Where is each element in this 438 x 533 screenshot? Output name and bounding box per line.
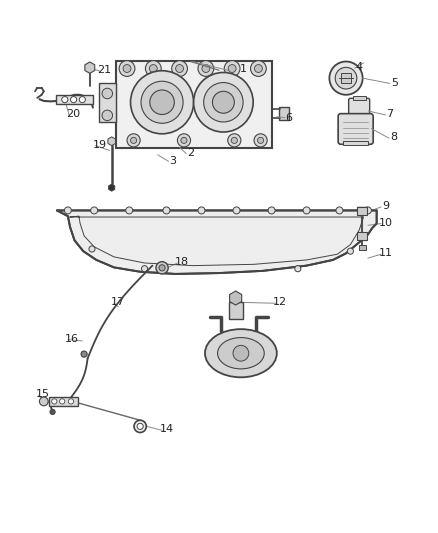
- Bar: [279, 107, 289, 120]
- Circle shape: [89, 246, 95, 252]
- Circle shape: [347, 248, 353, 254]
- Circle shape: [198, 61, 214, 76]
- Circle shape: [127, 134, 140, 147]
- Bar: [343, 141, 368, 145]
- Circle shape: [145, 61, 161, 76]
- Bar: [353, 96, 366, 100]
- Text: 14: 14: [159, 424, 173, 434]
- Text: 5: 5: [391, 77, 398, 87]
- Circle shape: [137, 423, 143, 430]
- Text: 11: 11: [378, 248, 392, 259]
- Bar: [229, 302, 243, 319]
- Text: 4: 4: [356, 62, 363, 72]
- Circle shape: [335, 67, 357, 89]
- Ellipse shape: [205, 329, 277, 377]
- Circle shape: [68, 399, 74, 404]
- Text: 6: 6: [286, 112, 293, 123]
- Bar: [116, 61, 272, 148]
- Circle shape: [64, 207, 71, 214]
- Circle shape: [79, 96, 85, 103]
- Circle shape: [254, 134, 267, 147]
- Bar: [359, 246, 366, 250]
- Circle shape: [202, 64, 210, 72]
- Circle shape: [364, 207, 371, 214]
- Circle shape: [254, 64, 262, 72]
- Circle shape: [134, 420, 146, 432]
- Circle shape: [131, 138, 137, 143]
- Circle shape: [102, 110, 113, 120]
- Text: 8: 8: [390, 132, 397, 142]
- Circle shape: [176, 64, 184, 72]
- Circle shape: [212, 91, 234, 113]
- Circle shape: [60, 399, 65, 404]
- Text: 13: 13: [256, 336, 270, 346]
- Text: 7: 7: [386, 109, 393, 119]
- Circle shape: [131, 71, 194, 134]
- Bar: [357, 207, 367, 215]
- Circle shape: [231, 138, 237, 143]
- Circle shape: [303, 207, 310, 214]
- Circle shape: [228, 64, 236, 72]
- Circle shape: [71, 96, 77, 103]
- Circle shape: [52, 399, 57, 404]
- FancyBboxPatch shape: [338, 114, 373, 144]
- Circle shape: [163, 207, 170, 214]
- Circle shape: [224, 61, 240, 76]
- Text: 16: 16: [65, 334, 79, 344]
- Circle shape: [150, 90, 174, 115]
- Circle shape: [251, 61, 266, 76]
- Circle shape: [81, 351, 87, 357]
- Circle shape: [204, 83, 243, 122]
- Circle shape: [233, 345, 249, 361]
- Text: 1: 1: [240, 64, 247, 75]
- Circle shape: [102, 88, 113, 99]
- Bar: [99, 83, 116, 122]
- Text: 12: 12: [273, 297, 287, 308]
- Circle shape: [228, 134, 241, 147]
- Circle shape: [156, 262, 168, 274]
- Circle shape: [119, 61, 135, 76]
- Text: 18: 18: [175, 257, 189, 267]
- Text: 3: 3: [170, 156, 177, 166]
- Text: 17: 17: [111, 297, 125, 308]
- Bar: [357, 232, 367, 240]
- Circle shape: [177, 134, 191, 147]
- Text: 15: 15: [36, 390, 50, 399]
- Polygon shape: [57, 211, 377, 274]
- Text: 19: 19: [93, 140, 107, 150]
- Bar: [341, 73, 351, 84]
- Circle shape: [62, 96, 68, 103]
- Circle shape: [268, 207, 275, 214]
- Circle shape: [336, 207, 343, 214]
- Circle shape: [91, 207, 98, 214]
- Circle shape: [194, 72, 253, 132]
- Circle shape: [198, 207, 205, 214]
- Circle shape: [141, 81, 183, 123]
- Text: 2: 2: [187, 149, 194, 158]
- Ellipse shape: [218, 337, 264, 369]
- Circle shape: [181, 138, 187, 143]
- Circle shape: [141, 265, 148, 272]
- Text: 9: 9: [382, 201, 389, 211]
- Circle shape: [233, 207, 240, 214]
- Circle shape: [126, 207, 133, 214]
- FancyBboxPatch shape: [349, 98, 370, 115]
- Circle shape: [149, 64, 157, 72]
- Text: 20: 20: [67, 109, 81, 119]
- Text: 21: 21: [97, 65, 111, 75]
- Circle shape: [50, 409, 55, 415]
- Circle shape: [258, 138, 264, 143]
- Circle shape: [295, 265, 301, 272]
- Circle shape: [329, 61, 363, 95]
- Circle shape: [39, 397, 48, 406]
- Bar: [56, 95, 93, 104]
- Text: 10: 10: [378, 217, 392, 228]
- Circle shape: [159, 265, 165, 271]
- Circle shape: [172, 61, 187, 76]
- Circle shape: [123, 64, 131, 72]
- Bar: [49, 397, 78, 406]
